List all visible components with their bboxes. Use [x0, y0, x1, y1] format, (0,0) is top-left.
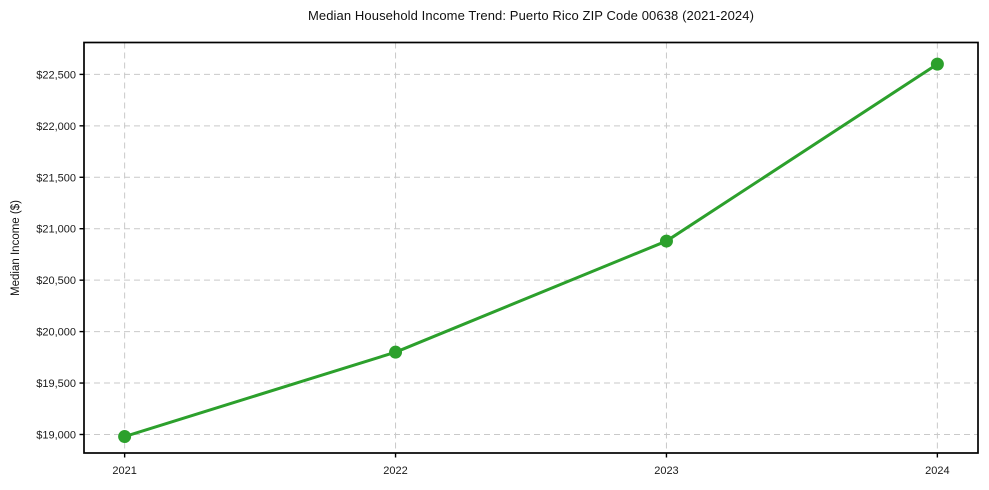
y-tick-label: $20,500: [36, 275, 76, 287]
y-tick-label: $21,500: [36, 172, 76, 184]
plot-border: [83, 41, 979, 454]
x-tick-label: 2024: [925, 465, 949, 477]
y-tick-label: $19,500: [36, 378, 76, 390]
y-tick-label: $22,500: [36, 69, 76, 81]
data-point-2024: [930, 57, 944, 71]
y-tick-label: $22,000: [36, 121, 76, 133]
x-tick-label: 2022: [383, 465, 407, 477]
y-tick-label: $19,000: [36, 429, 76, 441]
x-tick-label: 2021: [112, 465, 136, 477]
y-tick-label: $21,000: [36, 224, 76, 236]
data-point-2022: [389, 345, 403, 359]
x-tick-label: 2023: [654, 465, 678, 477]
y-tick-label: $20,000: [36, 327, 76, 339]
data-point-2021: [118, 430, 132, 444]
data-point-2023: [659, 234, 673, 248]
trend-line: [123, 62, 939, 439]
chart-title: Median Household Income Trend: Puerto Ri…: [307, 8, 755, 23]
